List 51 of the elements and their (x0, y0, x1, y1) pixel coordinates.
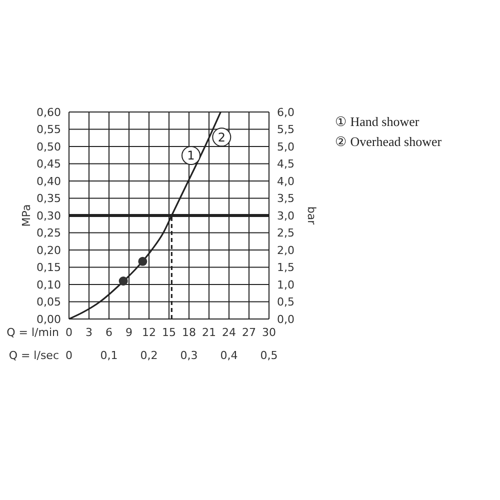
y2-tick-label: 1,5 (277, 261, 294, 274)
x-tick-label: 0 (66, 326, 72, 339)
y2-tick-label: 3,5 (277, 192, 294, 206)
y2-tick-label: 6,0 (277, 106, 294, 119)
y-tick-label: 0,00 (36, 312, 61, 326)
y-tick-label: 0,05 (36, 296, 61, 309)
y-tick-label: 0,10 (36, 278, 61, 292)
x2-tick-label: 0,3 (180, 349, 198, 362)
x2-tick-label: 0,5 (260, 349, 278, 362)
x-axis-title: Q = l/min (6, 326, 60, 339)
annotation: 2 (218, 130, 226, 144)
y-tick-label: 0,20 (36, 244, 61, 257)
x-tick-label: 9 (126, 326, 132, 339)
x-tick-label: 15 (162, 326, 176, 339)
y2-tick-label: 4,0 (277, 174, 294, 188)
y2-tick-label: 5,0 (277, 140, 294, 154)
text: ① Hand shower (335, 113, 420, 131)
y-tick-label: 0,50 (36, 140, 61, 154)
x-tick-label: 24 (222, 326, 236, 339)
x-tick-label: 12 (142, 326, 156, 339)
y-tick-label: 0,45 (36, 158, 61, 171)
y2-tick-label: 1,0 (277, 278, 294, 292)
y-tick-label: 0,35 (36, 192, 61, 206)
y2-tick-label: 5,5 (277, 123, 294, 136)
x-tick-label: 30 (262, 326, 276, 339)
x-tick-label: 6 (106, 326, 112, 339)
y2-tick-label: 3,0 (277, 209, 294, 222)
x2-tick-label: 0,4 (220, 349, 238, 362)
y2-tick-label: 0,5 (277, 296, 294, 309)
y2-axis-title: bar (305, 206, 318, 226)
y2-tick-label: 4,5 (277, 158, 294, 171)
x-tick-label: 3 (86, 326, 92, 339)
x2-tick-label: 0,2 (140, 349, 158, 362)
y2-tick-label: 2,0 (277, 244, 294, 257)
y-tick-label: 0,60 (36, 106, 61, 119)
x-tick-label: 18 (182, 326, 196, 339)
y-axis-title: MPa (20, 204, 33, 227)
x2-axis-title: Q = l/sec (8, 349, 59, 362)
y-tick-label: 0,40 (36, 174, 61, 188)
x-tick-label: 27 (242, 326, 256, 339)
y-tick-label: 0,25 (36, 226, 61, 240)
x2-tick-label: 0,1 (100, 349, 118, 362)
y2-tick-label: 2,5 (277, 226, 294, 240)
x-tick-label: 21 (202, 326, 216, 339)
annotation: 1 (187, 148, 195, 163)
y-tick-label: 0,30 (36, 209, 61, 222)
y-tick-label: 0,15 (36, 261, 61, 274)
text: ② Overhead shower (335, 133, 442, 151)
y-tick-label: 0,55 (36, 123, 61, 136)
y2-tick-label: 0,0 (277, 312, 294, 326)
x2-tick-label: 0 (66, 349, 72, 362)
